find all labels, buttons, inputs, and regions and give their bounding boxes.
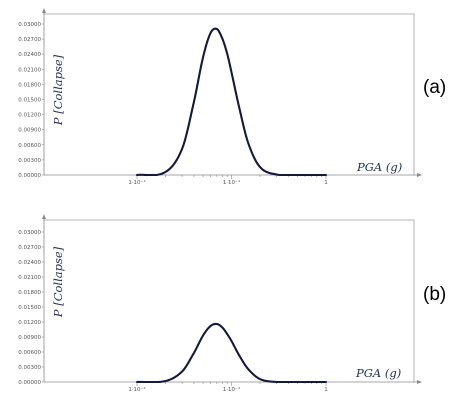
y-tick-label: 0.01800 [18, 290, 41, 296]
x-tick-label: 1 [324, 387, 328, 393]
y-tick-label: 0.00000 [18, 380, 41, 386]
x-tick-label: 1·10⁻¹ [223, 386, 240, 393]
y-axis-title: P [Collapse] [51, 246, 65, 318]
y-tick-label: 0.02100 [18, 275, 41, 281]
y-tick-label: 0.03000 [18, 230, 41, 236]
y-tick-label: 0.02700 [18, 245, 41, 251]
y-axis-title: P [Collapse] [51, 54, 65, 126]
x-axis-arrow [417, 380, 422, 384]
x-axis-title: PGA (g) [356, 160, 402, 174]
x-tick-label: 1·10⁻¹ [223, 179, 240, 186]
chart-panel-a: 0.00000 0.00300 0.00600 0.00900 0.01200 0.015… [18, 8, 446, 186]
y-tick-label: 0.01500 [18, 305, 41, 311]
y-axis-arrow [42, 214, 46, 219]
x-tick-label: 1·10⁻² [128, 179, 145, 186]
plot-frame [44, 13, 415, 175]
x-tick-label: 1 [324, 180, 328, 186]
y-tick-label: 0.02400 [18, 260, 41, 266]
x-axis-arrow [417, 173, 422, 177]
y-tick-label: 0.02100 [18, 67, 41, 73]
series-line [135, 27, 328, 177]
y-tick-label: 0.02400 [18, 52, 41, 58]
plot-frame [44, 219, 415, 382]
y-tick-label: 0.00600 [18, 350, 41, 356]
y-tick-label: 0.00900 [18, 128, 41, 134]
y-tick-label: 0.01200 [18, 320, 41, 326]
panel-label: (a) [423, 77, 446, 98]
y-tick-label: 0.01200 [18, 113, 41, 119]
y-tick-label: 0.00000 [18, 173, 41, 179]
y-tick-label: 0.03000 [18, 22, 41, 28]
chart-panel-b: 0.00000 0.00300 0.00600 0.00900 0.01200 0.015… [18, 214, 446, 393]
y-tick-label: 0.00300 [18, 365, 41, 371]
y-tick-label: 0.01800 [18, 82, 41, 88]
y-tick-label: 0.00600 [18, 143, 41, 149]
x-axis-title: PGA (g) [355, 366, 401, 380]
y-axis-arrow [42, 8, 46, 13]
y-tick-label: 0.01500 [18, 98, 41, 104]
y-tick-label: 0.00900 [18, 335, 41, 341]
x-tick-label: 1·10⁻² [128, 386, 145, 393]
y-tick-label: 0.00300 [18, 158, 41, 164]
y-tick-label: 0.02700 [18, 37, 41, 43]
panel-label: (b) [423, 284, 446, 305]
series-line [135, 322, 328, 384]
